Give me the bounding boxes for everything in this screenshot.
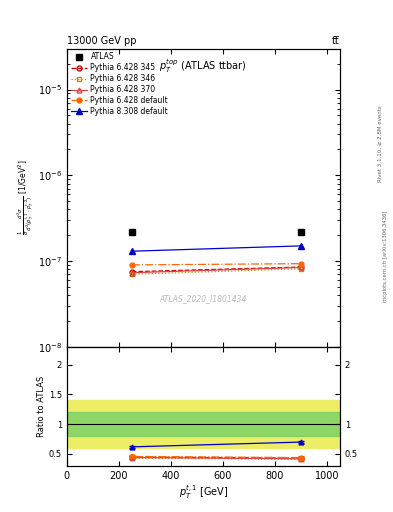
- Bar: [67, 412, 340, 436]
- Text: 13000 GeV pp: 13000 GeV pp: [67, 36, 136, 47]
- X-axis label: $p_T^{t,1}$ [GeV]: $p_T^{t,1}$ [GeV]: [178, 483, 228, 501]
- Y-axis label: Ratio to ATLAS: Ratio to ATLAS: [37, 376, 46, 437]
- Text: $p_T^{top}$ (ATLAS ttbar): $p_T^{top}$ (ATLAS ttbar): [160, 57, 247, 75]
- Legend: ATLAS, Pythia 6.428 345, Pythia 6.428 346, Pythia 6.428 370, Pythia 6.428 defaul: ATLAS, Pythia 6.428 345, Pythia 6.428 34…: [69, 51, 170, 118]
- Text: Rivet 3.1.10, ≥ 2.8M events: Rivet 3.1.10, ≥ 2.8M events: [378, 105, 383, 182]
- Text: tt̅: tt̅: [332, 36, 340, 47]
- Bar: [67, 400, 340, 448]
- Text: ATLAS_2020_I1801434: ATLAS_2020_I1801434: [160, 294, 247, 304]
- Text: mcplots.cern.ch [arXiv:1306.3436]: mcplots.cern.ch [arXiv:1306.3436]: [384, 210, 388, 302]
- Y-axis label: $\frac{1}{\sigma}\frac{d^2\sigma}{d^2(p_T^{t,1}\cdot p_T^{t,2})}$ [1/GeV$^2$]: $\frac{1}{\sigma}\frac{d^2\sigma}{d^2(p_…: [16, 160, 37, 236]
